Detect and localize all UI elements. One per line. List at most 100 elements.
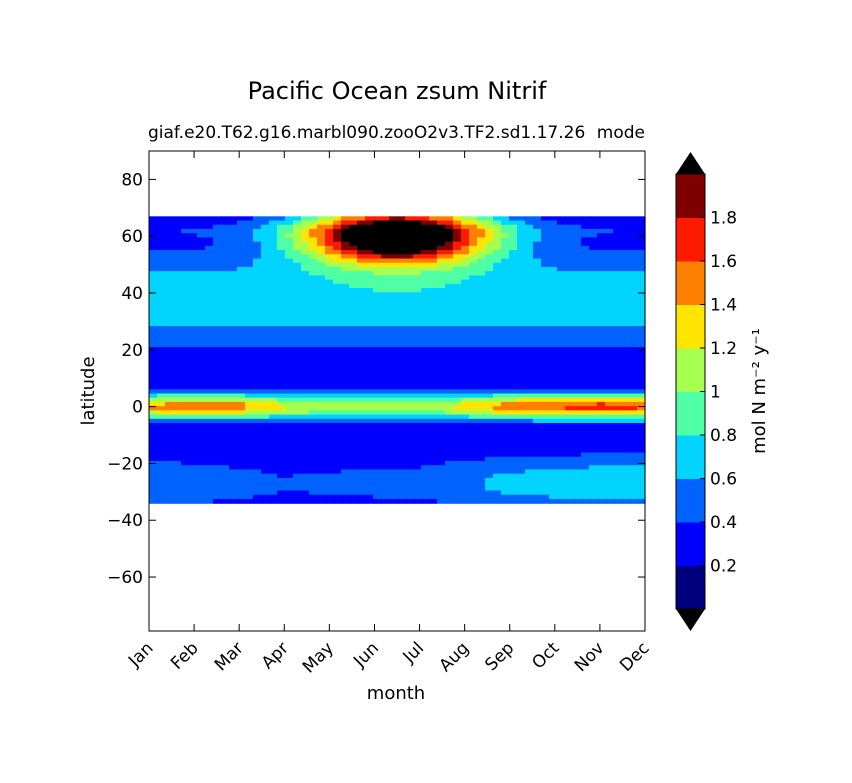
- field-cell: [421, 317, 430, 323]
- x-tick-label: Aug: [436, 638, 474, 676]
- field-cell: [525, 342, 534, 348]
- field-cell: [637, 216, 646, 222]
- field-cell: [493, 262, 502, 268]
- field-cell: [285, 401, 294, 407]
- field-cell: [157, 427, 166, 433]
- field-cell: [341, 338, 350, 344]
- field-cell: [517, 271, 526, 276]
- field-cell: [445, 241, 454, 247]
- field-cell: [405, 456, 414, 462]
- field-cell: [213, 486, 222, 492]
- field-cell: [317, 376, 326, 382]
- field-cell: [517, 241, 526, 247]
- field-cell: [261, 338, 270, 344]
- field-cell: [405, 262, 414, 268]
- field-cell: [533, 237, 542, 243]
- field-cell: [613, 431, 622, 437]
- field-cell: [437, 279, 446, 285]
- field-cell: [205, 401, 214, 407]
- field-cell: [229, 275, 238, 281]
- field-cell: [461, 254, 470, 260]
- field-cell: [245, 486, 254, 492]
- field-cell: [501, 397, 510, 403]
- field-cell: [165, 300, 174, 306]
- field-cell: [157, 245, 166, 251]
- field-cell: [389, 397, 398, 403]
- field-cell: [613, 292, 622, 298]
- field-cell: [333, 452, 342, 458]
- field-cell: [285, 498, 294, 504]
- field-cell: [461, 448, 470, 454]
- field-cell: [445, 376, 454, 382]
- field-cell: [173, 326, 182, 331]
- field-cell: [277, 266, 286, 272]
- field-cell: [317, 245, 326, 251]
- field-cell: [573, 461, 582, 466]
- field-cell: [405, 258, 414, 264]
- field-cell: [469, 465, 478, 471]
- field-cell: [357, 254, 366, 260]
- field-cell: [189, 258, 198, 264]
- field-cell: [597, 245, 606, 251]
- field-cell: [629, 490, 638, 496]
- field-cell: [549, 262, 558, 268]
- field-cell: [149, 410, 158, 416]
- field-cell: [293, 220, 302, 226]
- field-cell: [453, 271, 462, 276]
- field-cell: [181, 498, 190, 504]
- field-cell: [365, 452, 374, 458]
- field-cell: [477, 262, 486, 268]
- field-cell: [469, 393, 478, 399]
- field-cell: [517, 296, 526, 302]
- field-cell: [149, 220, 158, 226]
- field-cell: [341, 368, 350, 374]
- field-cell: [549, 473, 558, 479]
- field-cell: [237, 296, 246, 302]
- field-cell: [629, 473, 638, 479]
- field-cell: [469, 363, 478, 369]
- field-cell: [149, 321, 158, 327]
- field-cell: [325, 317, 334, 323]
- field-cell: [597, 296, 606, 302]
- field-cell: [437, 359, 446, 365]
- field-cell: [181, 342, 190, 348]
- field-cell: [549, 258, 558, 264]
- field-cell: [229, 330, 238, 336]
- field-cell: [149, 473, 158, 479]
- field-cell: [293, 347, 302, 352]
- field-cell: [269, 431, 278, 437]
- field-cell: [157, 271, 166, 276]
- field-cell: [413, 452, 422, 458]
- field-cell: [341, 397, 350, 403]
- field-cell: [349, 380, 358, 386]
- field-cell: [469, 233, 478, 239]
- field-cell: [325, 473, 334, 479]
- field-cell: [557, 418, 566, 424]
- field-cell: [205, 473, 214, 479]
- field-cell: [597, 469, 606, 475]
- field-cell: [517, 347, 526, 352]
- field-cell: [357, 330, 366, 336]
- field-cell: [205, 444, 214, 449]
- field-cell: [269, 266, 278, 272]
- field-cell: [349, 448, 358, 454]
- field-cell: [253, 330, 262, 336]
- field-cell: [165, 283, 174, 289]
- field-cell: [621, 363, 630, 369]
- field-cell: [205, 456, 214, 462]
- field-cell: [509, 435, 518, 441]
- field-cell: [557, 410, 566, 416]
- field-cell: [517, 397, 526, 403]
- field-cell: [397, 292, 406, 298]
- field-cell: [285, 334, 294, 340]
- field-cell: [181, 283, 190, 289]
- field-cell: [165, 385, 174, 390]
- field-cell: [445, 220, 454, 226]
- field-cell: [237, 292, 246, 298]
- field-cell: [453, 326, 462, 331]
- field-cell: [429, 216, 438, 222]
- field-cell: [501, 401, 510, 407]
- field-cell: [365, 406, 374, 411]
- field-cell: [421, 241, 430, 247]
- field-cell: [637, 477, 646, 483]
